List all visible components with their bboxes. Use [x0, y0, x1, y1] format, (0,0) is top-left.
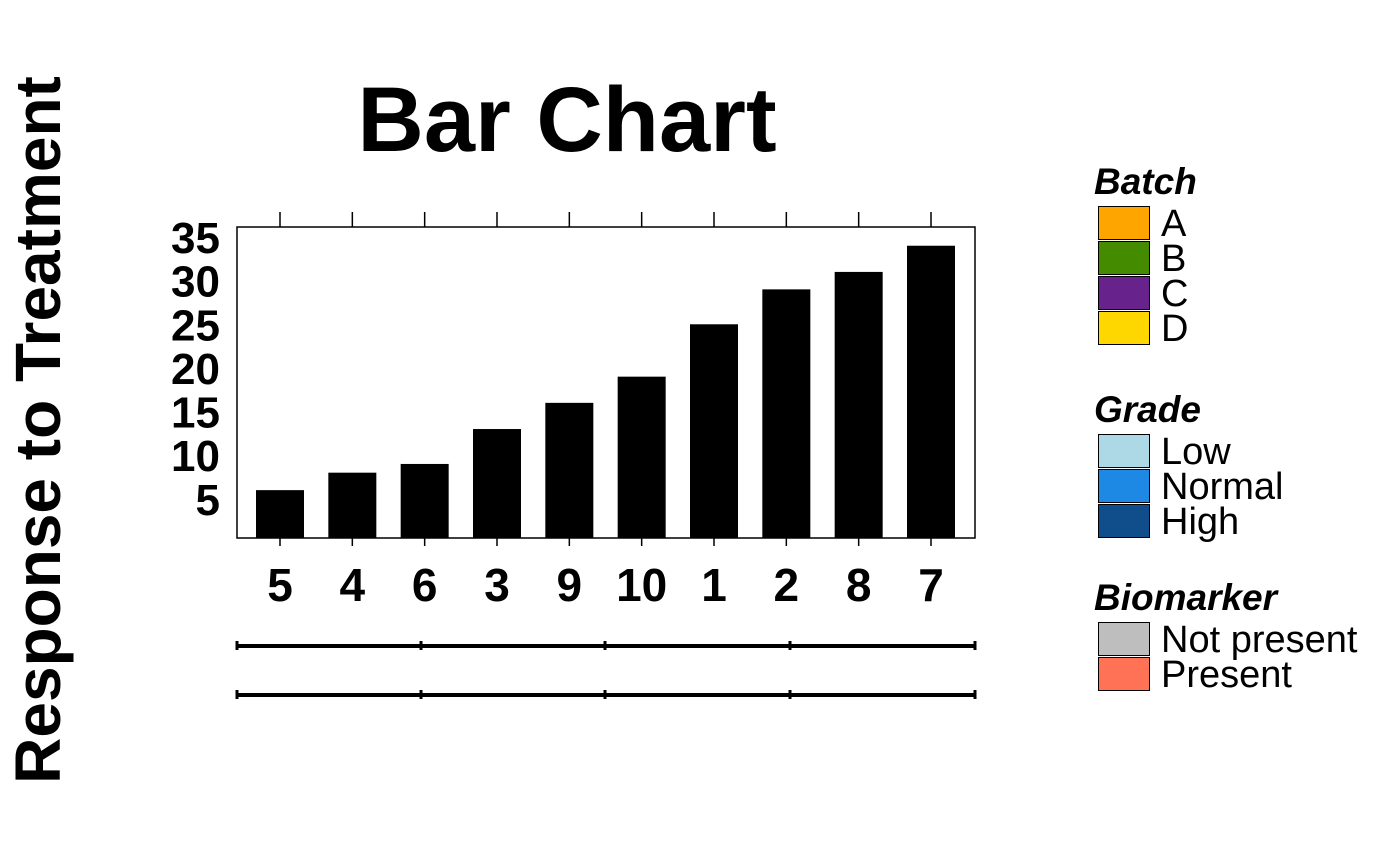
legend-label-high: High — [1161, 501, 1240, 543]
bar-9 — [545, 402, 594, 538]
legend-swatch-b — [1098, 241, 1150, 275]
legend-swatch-present — [1098, 657, 1150, 691]
y-tick-label-5: 5 — [196, 476, 220, 525]
x-tick-label-7: 7 — [918, 559, 944, 611]
legend-item-not-present: Not present — [1094, 620, 1357, 660]
legend-swatch-d — [1098, 311, 1150, 345]
legend-swatch-normal — [1098, 469, 1150, 503]
legend-title-grade: Grade — [1094, 389, 1201, 430]
bar-2 — [762, 289, 811, 538]
bar-1 — [690, 324, 738, 538]
x-tick-label-10: 10 — [616, 559, 667, 611]
legend-label-low: Low — [1161, 431, 1231, 473]
bar-7 — [907, 245, 955, 539]
legend-label-c: C — [1161, 273, 1189, 315]
legend-label-d: D — [1161, 308, 1189, 350]
x-tick-label-5: 5 — [267, 559, 293, 611]
legend-label-a: A — [1161, 203, 1187, 245]
legend-item-present: Present — [1094, 655, 1292, 695]
x-tick-label-2: 2 — [774, 559, 800, 611]
legend-swatch-c — [1098, 276, 1150, 310]
bar-6 — [400, 463, 449, 538]
legend-item-normal: Normal — [1094, 467, 1283, 507]
legend-item-a: A — [1094, 203, 1197, 245]
y-tick-label-35: 35 — [171, 214, 220, 263]
legend-label-not-present: Not present — [1161, 619, 1358, 661]
legend-title-batch: Batch — [1094, 161, 1197, 202]
legend-label-present: Present — [1161, 654, 1292, 696]
x-tick-label-6: 6 — [412, 559, 438, 611]
y-axis-label: Response to Treatment — [2, 76, 74, 784]
x-tick-label-4: 4 — [340, 559, 366, 611]
legend-grade: Grade Low Normal High — [1094, 389, 1283, 543]
bar-10 — [617, 376, 666, 538]
plot-frame — [236, 226, 976, 539]
legend-swatch-low — [1098, 434, 1150, 468]
legend-title-biomarker: Biomarker — [1094, 577, 1278, 618]
y-tick-label-30: 30 — [171, 258, 220, 307]
y-tick-label-25: 25 — [171, 301, 220, 350]
legend-label-b: B — [1161, 238, 1187, 280]
chart-title: Bar Chart — [357, 69, 776, 171]
legend-biomarker: Biomarker Not present Present — [1094, 577, 1357, 696]
x-tick-label-9: 9 — [557, 559, 583, 611]
legend-item-high: High — [1094, 502, 1239, 542]
x-tick-label-3: 3 — [484, 559, 510, 611]
y-tick-label-15: 15 — [171, 389, 220, 438]
bar-5 — [256, 490, 304, 538]
legend-swatch-high — [1098, 504, 1150, 538]
y-tick-label-10: 10 — [171, 432, 220, 481]
legend-item-low: Low — [1094, 432, 1231, 472]
legend-batch: Batch A B C D — [1094, 161, 1197, 350]
x-tick-label-8: 8 — [846, 559, 872, 611]
x-tick-label-1: 1 — [701, 559, 727, 611]
legend-swatch-a — [1098, 206, 1150, 240]
legend-item-d: D — [1094, 308, 1197, 350]
bar-4 — [328, 472, 377, 538]
bar-8 — [834, 271, 883, 538]
bar-3 — [473, 429, 521, 538]
legend-label-normal: Normal — [1161, 466, 1284, 508]
legend-item-b: B — [1094, 238, 1197, 280]
legend-swatch-not-present — [1098, 622, 1150, 656]
legend-item-c: C — [1094, 273, 1197, 315]
covariate-tracks — [235, 641, 977, 699]
y-tick-label-20: 20 — [171, 345, 220, 394]
